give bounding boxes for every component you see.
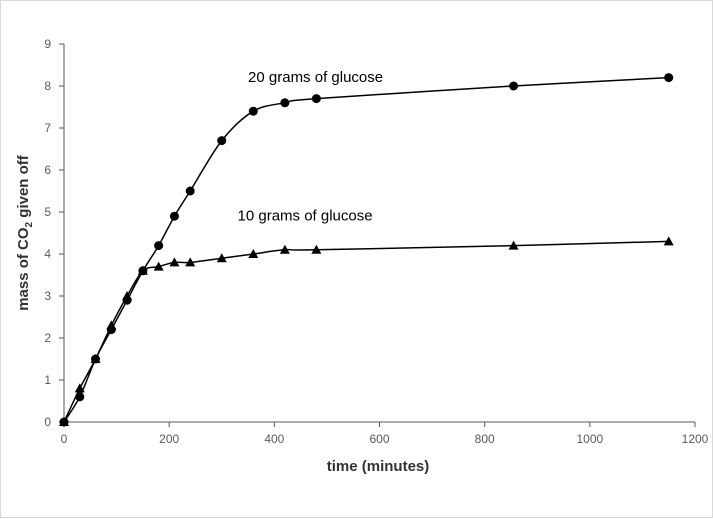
annotation-layer: 20 grams of glucose 10 grams of glucose bbox=[238, 69, 384, 225]
axes: 0 1 2 3 4 5 6 7 8 9 0 200 400 600 800 1000 1200 bbox=[44, 37, 708, 446]
data-point-triangle bbox=[248, 249, 259, 258]
data-point-triangle bbox=[137, 265, 148, 275]
data-point-triangle bbox=[106, 320, 117, 330]
data-point-triangle bbox=[279, 244, 290, 254]
x-axis-title: time (minutes) bbox=[327, 458, 430, 475]
y-tick-label: 0 bbox=[44, 415, 51, 429]
y-tick-label: 2 bbox=[44, 331, 51, 345]
x-tick-label: 400 bbox=[264, 432, 284, 446]
x-tick-label: 1200 bbox=[682, 432, 709, 446]
y-tick-label: 1 bbox=[44, 373, 51, 387]
x-tick-label: 600 bbox=[369, 432, 389, 446]
data-point-circle bbox=[509, 81, 519, 91]
data-point-triangle bbox=[122, 291, 133, 300]
data-point-circle bbox=[154, 241, 164, 251]
y-tick-label: 5 bbox=[44, 205, 51, 219]
data-point-triangle bbox=[59, 417, 69, 426]
data-point-circle bbox=[664, 73, 674, 83]
data-point-circle bbox=[311, 94, 321, 104]
series-line bbox=[63, 76, 669, 423]
data-point-triangle bbox=[169, 257, 180, 267]
y-tick-label: 8 bbox=[44, 79, 51, 93]
y-axis-title: mass of CO2 given off bbox=[15, 154, 35, 311]
data-point-triangle bbox=[311, 244, 322, 254]
x-tick-label: 200 bbox=[159, 432, 179, 446]
series-line bbox=[63, 240, 669, 423]
y-tick-label: 3 bbox=[44, 289, 51, 303]
x-tick-label: 1000 bbox=[576, 432, 603, 446]
y-tick-label: 4 bbox=[44, 247, 51, 261]
y-axis-title-suffix: given off bbox=[15, 154, 32, 222]
y-tick-label: 7 bbox=[44, 121, 51, 135]
series-1 bbox=[59, 73, 674, 427]
data-point-triangle bbox=[508, 240, 519, 250]
data-point-triangle bbox=[185, 257, 196, 267]
y-axis-title-subscript: 2 bbox=[24, 221, 35, 227]
data-point-triangle bbox=[74, 383, 85, 393]
y-tick-label: 6 bbox=[44, 163, 51, 177]
data-point-circle bbox=[248, 106, 258, 116]
series-annotation: 10 grams of glucose bbox=[238, 207, 373, 224]
data-point-circle bbox=[185, 186, 195, 196]
data-point-circle bbox=[280, 98, 290, 108]
y-tick-label: 9 bbox=[44, 37, 51, 51]
data-point-triangle bbox=[663, 236, 674, 246]
data-point-triangle bbox=[90, 354, 101, 363]
series-2 bbox=[59, 236, 674, 426]
data-point-circle bbox=[217, 136, 227, 146]
series-annotation: 20 grams of glucose bbox=[248, 69, 383, 86]
data-point-circle bbox=[169, 211, 179, 221]
y-axis-title-prefix: mass of CO bbox=[15, 227, 32, 311]
data-point-triangle bbox=[153, 261, 164, 271]
x-tick-label: 0 bbox=[61, 432, 68, 446]
x-tick-label: 800 bbox=[475, 432, 495, 446]
series-layer bbox=[59, 73, 674, 427]
data-point-triangle bbox=[216, 253, 227, 263]
